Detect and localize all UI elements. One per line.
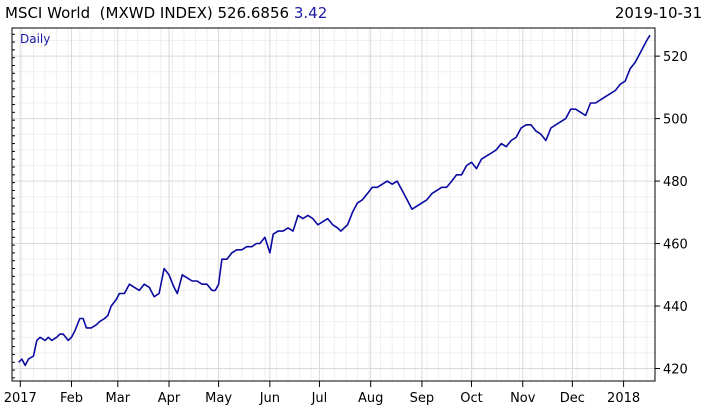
y-tick-label: 520 <box>663 50 688 65</box>
x-tick-label: Apr <box>158 391 181 406</box>
grid-lines <box>12 28 655 381</box>
y-tick-label: 480 <box>663 175 688 190</box>
chart-title: MSCI World (MXWD INDEX) 526.6856 3.42 <box>5 4 327 22</box>
x-tick-label: Jun <box>259 391 280 406</box>
y-tick-label: 440 <box>663 300 688 315</box>
y-tick-label: 420 <box>663 363 688 378</box>
x-tick-label: 2017 <box>4 391 37 406</box>
chart-header: MSCI World (MXWD INDEX) 526.6856 3.42 20… <box>0 0 708 28</box>
y-tick-label: 460 <box>663 238 688 253</box>
as-of-date: 2019-10-31 <box>614 4 702 22</box>
price-line <box>18 34 651 367</box>
last-price: 526.6856 <box>217 4 290 22</box>
x-axis: 2017 Feb Mar Apr May Jun Jul Aug Sep Oct Nov Dec 201… <box>4 381 640 406</box>
x-tick-label: Oct <box>460 391 482 406</box>
x-tick-label: Sep <box>410 391 435 406</box>
period-label: Daily <box>20 32 50 46</box>
x-tick-label: Aug <box>358 391 383 406</box>
x-tick-label: Nov <box>510 391 536 406</box>
x-tick-label: May <box>205 391 232 406</box>
y-tick-label: 500 <box>663 113 688 128</box>
x-tick-label: 2018 <box>607 391 640 406</box>
x-tick-label: Feb <box>60 391 83 406</box>
plot-frame <box>11 27 656 382</box>
index-ticker: (MXWD INDEX) <box>99 4 213 22</box>
x-tick-label: Jul <box>311 391 328 406</box>
index-name: MSCI World <box>5 4 91 22</box>
x-tick-label: Dec <box>560 391 585 406</box>
y-axis: 420 440 460 480 500 520 <box>12 33 688 379</box>
x-tick-label: Mar <box>106 391 131 406</box>
price-change: 3.42 <box>293 4 328 22</box>
